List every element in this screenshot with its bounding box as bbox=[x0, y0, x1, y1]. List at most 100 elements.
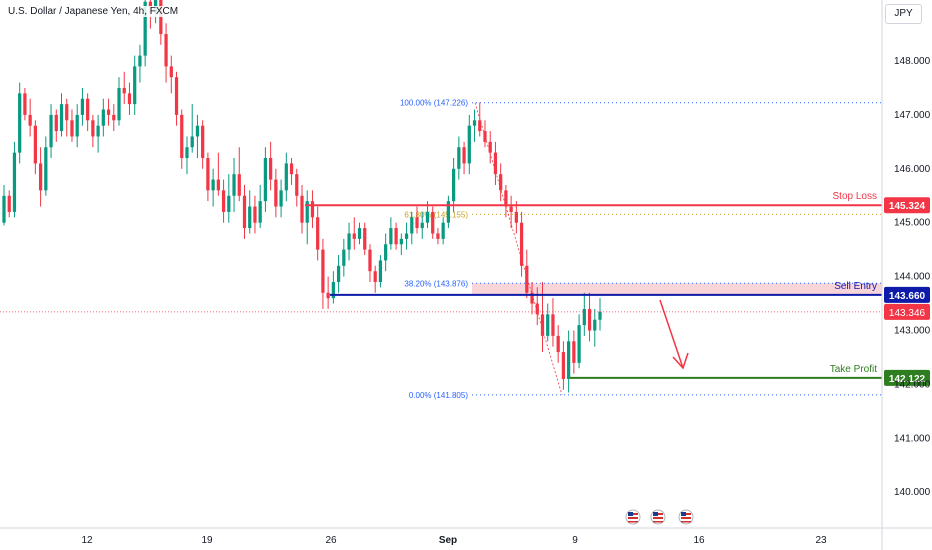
candle-body bbox=[133, 66, 137, 105]
candle bbox=[75, 104, 79, 148]
candle bbox=[394, 222, 398, 250]
candle bbox=[112, 104, 116, 132]
us-flag-event-icon[interactable] bbox=[678, 509, 694, 525]
candle-body bbox=[436, 233, 440, 239]
candle-body bbox=[44, 147, 48, 191]
candle-body bbox=[582, 308, 586, 326]
y-tick-label: 140.000 bbox=[894, 487, 931, 498]
level-price-text: 143.660 bbox=[889, 291, 926, 302]
y-tick-label: 146.000 bbox=[894, 164, 931, 175]
x-tick-label: 16 bbox=[693, 535, 705, 546]
candle-body bbox=[279, 190, 283, 207]
candle-body bbox=[185, 147, 189, 159]
y-tick-label: 148.000 bbox=[894, 56, 931, 67]
candle bbox=[587, 292, 592, 342]
candle bbox=[86, 93, 90, 132]
candle-body bbox=[336, 265, 341, 282]
candle-body bbox=[284, 163, 288, 191]
candle-body bbox=[295, 174, 299, 196]
candle bbox=[38, 147, 43, 207]
candle bbox=[237, 147, 241, 202]
us-flag-event-icon[interactable] bbox=[625, 509, 641, 525]
us-flag-stripe bbox=[653, 521, 663, 523]
candle-body bbox=[237, 174, 241, 196]
candle-body bbox=[143, 1, 147, 56]
candle bbox=[300, 184, 304, 234]
candle-body bbox=[420, 222, 424, 229]
x-tick-label: 9 bbox=[572, 535, 578, 546]
candle bbox=[384, 233, 388, 272]
candle-body bbox=[593, 319, 597, 331]
candle-body bbox=[49, 114, 53, 148]
level-price-text: 142.122 bbox=[889, 374, 926, 385]
candle-body bbox=[206, 158, 210, 191]
candle-body bbox=[493, 152, 498, 175]
candle-body bbox=[201, 125, 205, 159]
candle bbox=[269, 141, 273, 191]
candle-body bbox=[96, 125, 100, 137]
candle bbox=[133, 55, 137, 115]
candle bbox=[462, 141, 466, 175]
candle bbox=[211, 168, 215, 207]
us-flag-stripe bbox=[681, 517, 691, 519]
candle-body bbox=[159, 0, 163, 35]
candle bbox=[363, 222, 367, 256]
chart-title: U.S. Dollar / Japanese Yen, 4h, FXCM bbox=[6, 6, 181, 17]
candle bbox=[2, 184, 6, 226]
level-price-tag bbox=[884, 197, 930, 214]
candle bbox=[488, 131, 492, 164]
current-price-text: 143.346 bbox=[889, 308, 926, 319]
fib-trend-line bbox=[474, 102, 563, 396]
y-tick-label: 143.000 bbox=[894, 326, 931, 337]
us-flag-event-icon[interactable] bbox=[650, 509, 666, 525]
candle bbox=[305, 190, 309, 245]
candle bbox=[195, 114, 200, 159]
candle-body bbox=[59, 104, 64, 132]
candle-body bbox=[363, 228, 367, 250]
level-price-text: 145.324 bbox=[889, 201, 926, 212]
candle bbox=[117, 77, 121, 126]
candle-body bbox=[106, 109, 111, 115]
candle bbox=[572, 330, 576, 374]
candle bbox=[7, 190, 11, 218]
candle bbox=[289, 158, 294, 185]
candle bbox=[457, 136, 461, 180]
candle bbox=[567, 330, 571, 393]
sell-zone-layer bbox=[472, 283, 882, 295]
candle-body bbox=[23, 93, 27, 115]
candle-body bbox=[472, 120, 477, 126]
y-tick-label: 142.000 bbox=[894, 379, 931, 390]
candle-body bbox=[169, 66, 173, 78]
candle-body bbox=[300, 195, 304, 223]
candle bbox=[436, 228, 440, 245]
candle bbox=[504, 184, 508, 218]
fibonacci-layer: 100.00% (147.226) 61.80% (145.155) 38.20% … bbox=[400, 99, 882, 400]
candle bbox=[91, 114, 95, 148]
candle-body bbox=[289, 163, 294, 175]
us-flag-canton bbox=[653, 512, 658, 516]
candle bbox=[598, 298, 602, 331]
x-tick-label: 23 bbox=[815, 535, 827, 546]
us-flag-stripe bbox=[628, 517, 638, 519]
candle-body bbox=[373, 271, 377, 282]
candle bbox=[106, 98, 111, 126]
candle-body bbox=[75, 114, 79, 137]
candle-body bbox=[535, 303, 539, 315]
y-tick-label: 147.000 bbox=[894, 110, 931, 121]
candle-body bbox=[577, 325, 581, 363]
candle bbox=[274, 168, 278, 218]
candle-body bbox=[2, 195, 6, 223]
candle bbox=[174, 71, 179, 126]
candle bbox=[551, 298, 555, 347]
candle-body bbox=[415, 217, 419, 229]
currency-button[interactable]: JPY bbox=[885, 4, 922, 24]
candle-body bbox=[305, 201, 309, 223]
candle bbox=[122, 71, 126, 105]
candle bbox=[159, 0, 163, 45]
candle bbox=[431, 206, 435, 239]
y-tick-label: 144.000 bbox=[894, 272, 931, 283]
candle-body bbox=[33, 125, 37, 164]
candle bbox=[321, 238, 325, 309]
candle bbox=[80, 87, 85, 126]
